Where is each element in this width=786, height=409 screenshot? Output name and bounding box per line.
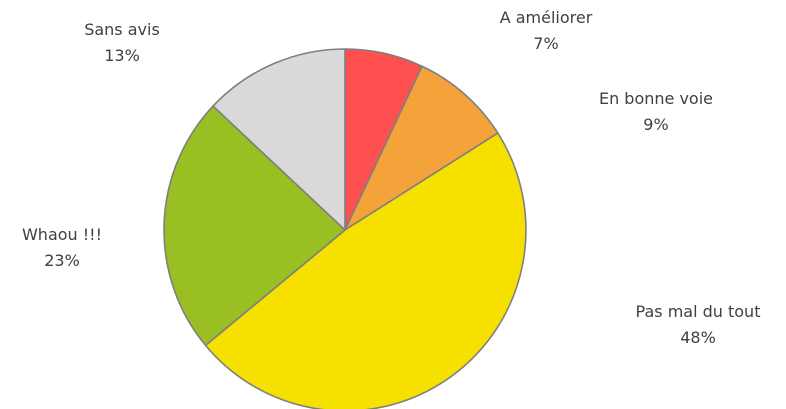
slice-value-label: 9% [643, 115, 668, 134]
slice-value-label: 7% [533, 34, 558, 53]
pie-slices [163, 48, 527, 409]
pie-slice-sans-avis [212, 48, 346, 231]
slice-value-label: 23% [44, 251, 80, 270]
pie-labels: A améliorer 7% En bonne voie 9% Pas mal du t… [22, 8, 760, 347]
pie-slice-pas-mal-du-tout [204, 132, 527, 409]
slice-category-label: Whaou !!! [22, 225, 102, 244]
slice-value-label: 48% [680, 328, 716, 347]
slice-category-label: En bonne voie [599, 89, 713, 108]
slice-category-label: Sans avis [84, 20, 160, 39]
pie-slice-whaou [163, 105, 346, 347]
slice-value-label: 13% [104, 46, 140, 65]
slice-category-label: A améliorer [500, 8, 593, 27]
slice-category-label: Pas mal du tout [636, 302, 761, 321]
pie-slice-en-bonne-voie [344, 65, 499, 231]
